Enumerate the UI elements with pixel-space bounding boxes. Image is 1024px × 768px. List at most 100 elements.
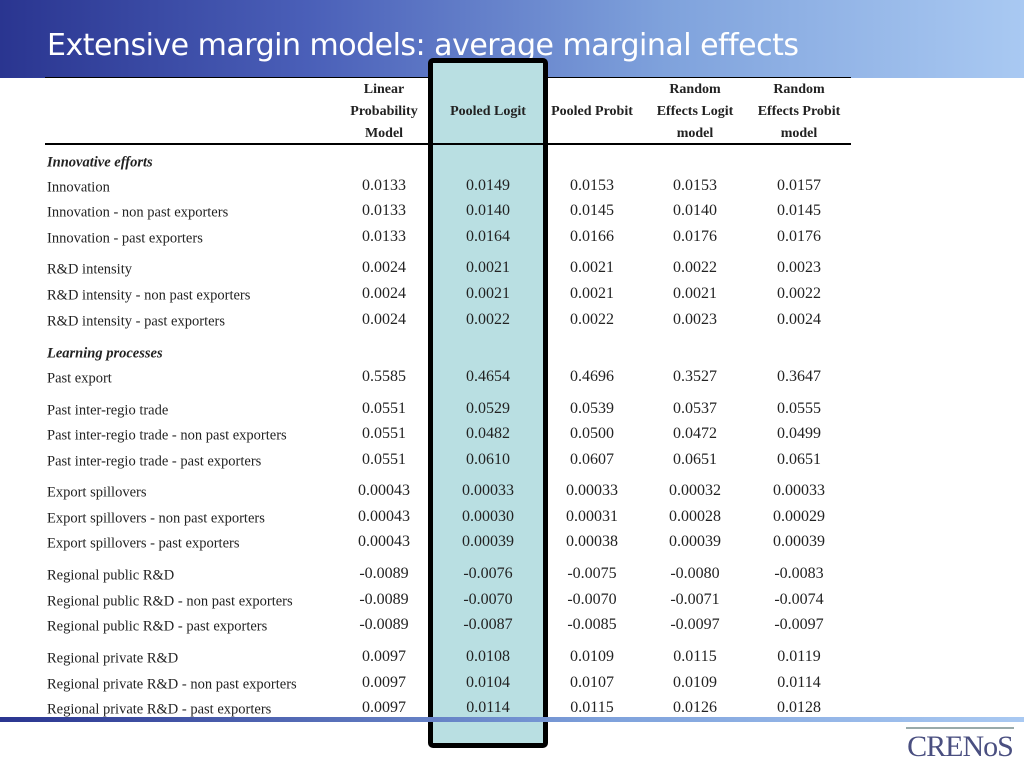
table-cell: -0.0085 [567, 616, 617, 633]
table-cell: -0.0071 [670, 591, 720, 608]
row-label: R&D intensity - non past exporters [47, 287, 251, 304]
footer-band [0, 717, 1024, 722]
table-cell: 0.00043 [358, 482, 410, 499]
row-label: Regional private R&D - past exporters [47, 701, 272, 718]
row-label: Export spillovers - non past exporters [47, 510, 265, 527]
table-cell: 0.0176 [777, 228, 821, 245]
column-header-line: Random [669, 82, 721, 97]
table-cell: -0.0070 [567, 591, 617, 608]
table-cell: 0.0021 [570, 259, 614, 276]
table-cell: 0.0024 [362, 259, 406, 276]
table-cell: 0.0499 [777, 425, 821, 442]
column-header-line: Linear [363, 82, 405, 97]
table-cell: 0.3647 [777, 368, 821, 385]
row-label: Past inter-regio trade - past exporters [47, 453, 262, 470]
column-header-line: Random [773, 82, 825, 97]
table-cell: 0.0537 [673, 400, 717, 417]
table-cell: 0.0153 [673, 177, 717, 194]
table-cell: 0.0145 [777, 202, 821, 219]
table-cell: 0.0104 [466, 674, 510, 691]
table-cell: 0.00039 [669, 533, 721, 550]
table-cell: 0.00033 [566, 482, 618, 499]
table-cell: 0.0140 [466, 202, 510, 219]
table-cell: 0.0115 [570, 699, 614, 716]
table-cell: 0.00033 [773, 482, 825, 499]
table-cell: 0.0472 [673, 425, 717, 442]
table-cell: 0.0097 [362, 648, 406, 665]
table-cell: 0.3527 [673, 368, 717, 385]
table-cell: 0.0022 [777, 285, 821, 302]
table-cell: 0.0022 [466, 311, 510, 328]
table-cell: 0.0133 [362, 202, 406, 219]
table-cell: 0.0021 [570, 285, 614, 302]
row-label: Innovation - past exporters [47, 230, 203, 247]
column-header-line: Model [364, 126, 404, 141]
table-cell: 0.0555 [777, 400, 821, 417]
table-cell: -0.0097 [774, 616, 824, 633]
table-cell: 0.0607 [570, 451, 614, 468]
table-cell: 0.0107 [570, 674, 614, 691]
table-cell: 0.0482 [466, 425, 510, 442]
table-cell: 0.00043 [358, 533, 410, 550]
table-cell: 0.0097 [362, 674, 406, 691]
table-cell: 0.0529 [466, 400, 510, 417]
row-label: Regional public R&D [47, 567, 175, 584]
table-cell: 0.00043 [358, 508, 410, 525]
table-cell: 0.0164 [466, 228, 510, 245]
column-header-line: model [676, 126, 714, 141]
table-cell: 0.0021 [466, 285, 510, 302]
table-cell: 0.0109 [570, 648, 614, 665]
table-cell: -0.0083 [774, 565, 824, 582]
table-cell: -0.0097 [670, 616, 720, 633]
column-header-line: Probability [350, 104, 418, 119]
row-label: Past inter-regio trade - non past export… [47, 427, 287, 444]
table-cell: 0.0115 [673, 648, 717, 665]
row-label: Past inter-regio trade [47, 402, 169, 419]
column-header-line: Effects Probit [757, 104, 841, 119]
table-cell: -0.0076 [463, 565, 513, 582]
row-label: Regional private R&D [47, 650, 179, 667]
table-cell: 0.0126 [673, 699, 717, 716]
section-heading: Learning processes [47, 345, 163, 362]
table-cell: 0.0133 [362, 177, 406, 194]
highlight-box-pooled-logit [428, 58, 548, 748]
column-header-line: Pooled Probit [551, 104, 633, 119]
table-cell: 0.0024 [362, 285, 406, 302]
table-cell: 0.00032 [669, 482, 721, 499]
table-cell: 0.0176 [673, 228, 717, 245]
table-cell: 0.0022 [570, 311, 614, 328]
table-cell: 0.0097 [362, 699, 406, 716]
slide-title: Extensive margin models: average margina… [47, 28, 799, 63]
table-cell: 0.0651 [673, 451, 717, 468]
row-label: Regional private R&D - non past exporter… [47, 676, 297, 693]
table-cell: 0.0551 [362, 400, 406, 417]
row-label: R&D intensity - past exporters [47, 313, 226, 330]
table-cell: 0.00039 [462, 533, 514, 550]
column-header-line: Pooled Logit [450, 104, 526, 119]
row-label: Regional public R&D - non past exporters [47, 593, 293, 610]
table-cell: 0.0651 [777, 451, 821, 468]
table-cell: 0.0610 [466, 451, 510, 468]
table-cell: 0.0153 [570, 177, 614, 194]
table-cell: 0.0108 [466, 648, 510, 665]
table-cell: 0.00031 [566, 508, 618, 525]
table-cell: 0.0114 [777, 674, 821, 691]
table-cell: 0.00039 [773, 533, 825, 550]
column-header-line: model [780, 126, 818, 141]
table-cell: 0.00033 [462, 482, 514, 499]
table-cell: 0.0023 [777, 259, 821, 276]
table-cell: 0.0114 [466, 699, 510, 716]
table-cell: -0.0075 [567, 565, 617, 582]
table-cell: 0.00029 [773, 508, 825, 525]
table-cell: -0.0070 [463, 591, 513, 608]
header-rule [45, 143, 851, 145]
table-cell: 0.0109 [673, 674, 717, 691]
table-cell: 0.0166 [570, 228, 614, 245]
table-cell: 0.00038 [566, 533, 618, 550]
table-cell: 0.4654 [466, 368, 510, 385]
table-cell: 0.0551 [362, 425, 406, 442]
table-cell: 0.0133 [362, 228, 406, 245]
table-cell: 0.0128 [777, 699, 821, 716]
table-cell: 0.0024 [777, 311, 821, 328]
crenos-logo: CRENoS [900, 726, 1020, 766]
